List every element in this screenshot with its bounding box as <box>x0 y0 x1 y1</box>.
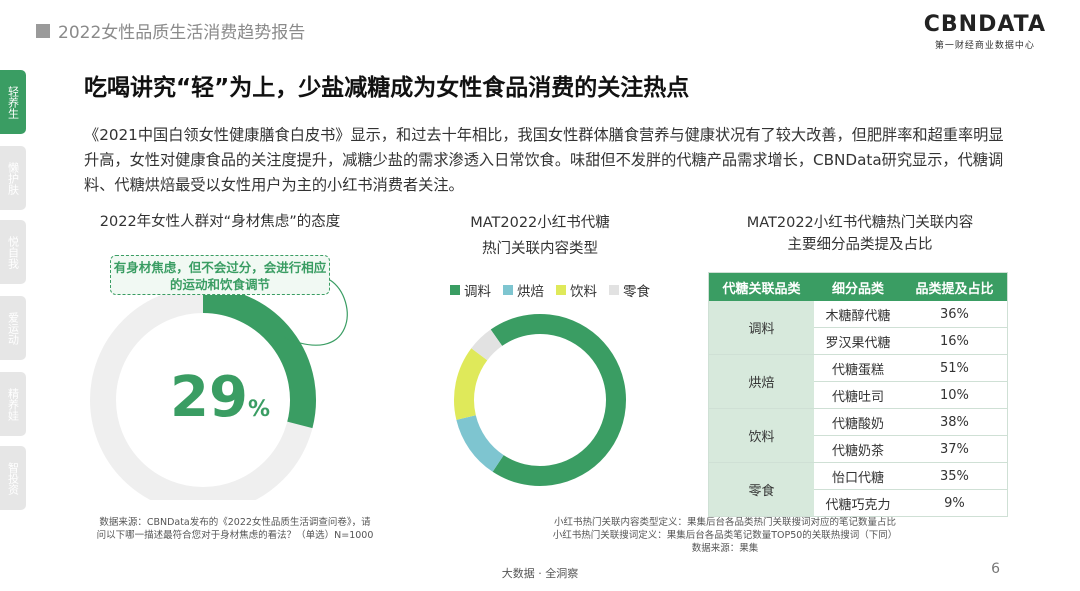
table-row: 代糖吐司 10% <box>709 381 1008 409</box>
report-title: 2022女性品质生活消费趋势报告 <box>58 23 306 43</box>
chart2-slice-1 <box>456 414 505 472</box>
table-cell-share: 36% <box>901 301 1008 328</box>
chart2-title-line2: 热门关联内容类型 <box>482 241 598 257</box>
chart2-legend: 调料 烘焙 饮料 零食 <box>450 280 650 300</box>
table-row: 烘焙 代糖蛋糕 51% <box>708 354 1008 409</box>
sidebar-tab-1[interactable]: 懒护肤 <box>0 146 26 210</box>
chart1-arc-value <box>202 287 316 429</box>
logo-sub-text: 第一财经商业数据中心 <box>934 41 1035 51</box>
chart2-slice-3 <box>471 329 503 361</box>
sidebar-tab-3[interactable]: 爱运动 <box>0 296 26 360</box>
chart1-callout-leader <box>280 279 348 346</box>
table-cell-subcategory: 代糖蛋糕 <box>814 354 902 382</box>
chart1-callout: 有身材焦虑，但不会过分，会进行相应的运动和饮食调节 <box>110 255 330 295</box>
chart2-legend-item: 饮料 <box>556 280 597 300</box>
chart2-slice-0 <box>490 314 626 486</box>
chart3-title-line1: MAT2022小红书代糖热门关联内容 <box>746 215 974 231</box>
chart2-note-line3: 数据来源：果集 <box>691 543 759 554</box>
chart2-legend-swatch <box>609 285 619 295</box>
table-header-share: 品类提及占比 <box>901 272 1008 301</box>
sidebar-tab-5[interactable]: 智投资 <box>0 446 26 510</box>
table-cell-subcategory: 代糖酸奶 <box>814 408 902 436</box>
table-cell-share: 9% <box>901 489 1008 517</box>
table-cell-category: 零食 <box>708 462 815 517</box>
table-cell-share: 35% <box>901 462 1008 490</box>
chart2-title: MAT2022小红书代糖 热门关联内容类型 <box>440 210 640 262</box>
table-header-subcategory: 细分品类 <box>814 272 902 301</box>
table-row: 调料 木糖醇代糖 36% <box>708 301 1008 355</box>
table-cell-share: 51% <box>901 354 1008 382</box>
table-cell-category: 调料 <box>708 301 815 355</box>
table-row: 饮料 代糖酸奶 38% <box>708 408 1008 463</box>
chart2-legend-swatch <box>556 285 566 295</box>
table-cell-share: 16% <box>901 327 1008 355</box>
logo-main-text: CBNDATA <box>923 12 1046 37</box>
chart2-legend-label: 零食 <box>623 284 650 300</box>
table-row: 代糖巧克力 9% <box>709 489 1008 517</box>
chart2-legend-label: 调料 <box>464 284 491 300</box>
chart2-legend-swatch <box>450 285 460 295</box>
chart2-donut <box>454 314 626 486</box>
chart2-note-line1: 小红书热门关联内容类型定义：果集后台各品类热门关联搜词对应的笔记数量占比 <box>553 517 896 528</box>
page-number: 6 <box>991 561 1000 577</box>
chart2-legend-item: 零食 <box>609 280 650 300</box>
chart1-donut <box>90 279 348 500</box>
chart2-slice-2 <box>454 348 488 420</box>
table-cell-share: 10% <box>901 381 1008 409</box>
table-cell-subcategory: 罗汉果代糖 <box>814 327 902 355</box>
table-cell-subcategory: 木糖醇代糖 <box>814 301 902 328</box>
chart2-legend-label: 烘焙 <box>517 284 544 300</box>
chart1-title: 2022年女性人群对“身材焦虑”的态度 <box>99 214 341 230</box>
chart2-legend-swatch <box>503 285 513 295</box>
chart2-legend-label: 饮料 <box>570 284 597 300</box>
chart2-source-note: 小红书热门关联内容类型定义：果集后台各品类热门关联搜词对应的笔记数量占比 小红书… <box>490 516 960 555</box>
sidebar-tab-2[interactable]: 悦自我 <box>0 220 26 284</box>
sidebar-tab-4[interactable]: 精养娃 <box>0 372 26 436</box>
chart2-legend-item: 调料 <box>450 280 491 300</box>
chart1-value-label: 29% <box>170 365 270 430</box>
table-cell-subcategory: 代糖吐司 <box>814 381 902 409</box>
chart1-value-number: 29 <box>170 365 248 430</box>
page-title: 吃喝讲究“轻”为上，少盐减糖成为女性食品消费的关注热点 <box>84 75 690 101</box>
table-header-category: 代糖关联品类 <box>708 272 815 301</box>
table-row: 零食 怡口代糖 35% <box>708 462 1008 517</box>
table-cell-share: 37% <box>901 435 1008 463</box>
chart3-table: 代糖关联品类 细分品类 品类提及占比 调料 木糖醇代糖 36% 罗汉果代糖 16% 烘焙代… <box>708 272 1008 517</box>
footer-slogan: 大数据 · 全洞察 <box>501 567 579 580</box>
table-cell-subcategory: 代糖巧克力 <box>814 489 902 517</box>
table-cell-subcategory: 代糖奶茶 <box>814 435 902 463</box>
cbndata-logo: CBNDATA 第一财经商业数据中心 <box>924 12 1046 51</box>
table-cell-share: 38% <box>901 408 1008 436</box>
table-cell-category: 饮料 <box>708 408 815 463</box>
chart2-legend-item: 烘焙 <box>503 280 544 300</box>
chart3-title: MAT2022小红书代糖热门关联内容 主要细分品类提及占比 <box>710 212 1010 256</box>
table-cell-subcategory: 怡口代糖 <box>814 462 902 490</box>
chart1-value-unit: % <box>247 397 270 422</box>
chart1-source-note: 数据来源：CBNData发布的《2022女性品质生活调查问卷》，请问以下哪一描述… <box>96 517 374 541</box>
intro-paragraph: 《2021中国白领女性健康膳食白皮书》显示，和过去十年相比，我国女性群体膳食营养… <box>84 126 1004 194</box>
chart2-note-line2: 小红书热门关联搜词定义：果集后台各品类笔记数量TOP50的关联热搜词（下同） <box>552 530 898 541</box>
sidebar-tab-0[interactable]: 轻养生 <box>0 70 26 134</box>
table-row: 罗汉果代糖 16% <box>709 327 1008 355</box>
table-cell-category: 烘焙 <box>708 354 815 409</box>
table-row: 代糖奶茶 37% <box>709 435 1008 463</box>
header-marker <box>36 24 50 38</box>
chart3-title-line2: 主要细分品类提及占比 <box>787 237 933 253</box>
chart2-title-line1: MAT2022小红书代糖 <box>470 215 610 231</box>
